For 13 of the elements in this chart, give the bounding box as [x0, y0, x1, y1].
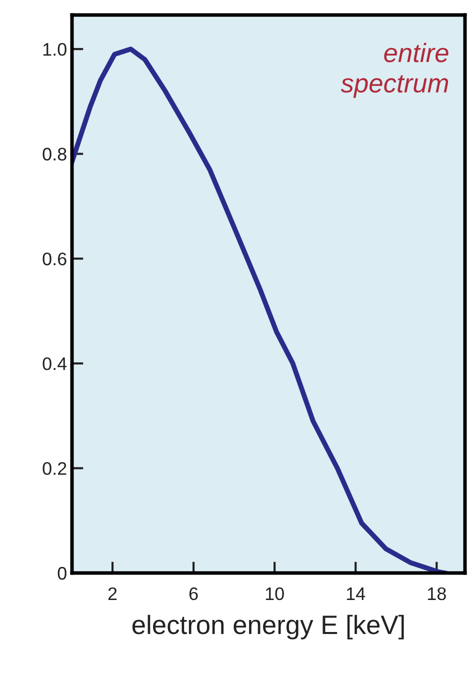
x-tick-label: 6: [189, 587, 198, 600]
x-tick-label: 14: [346, 588, 366, 600]
y-tick-label: 0.4: [42, 357, 67, 370]
x-axis-title: electron energy E [keV]: [132, 614, 404, 640]
y-tick-label: 0.6: [42, 252, 66, 266]
x-tick-label: 18: [428, 587, 446, 600]
y-tick-label: 1.0: [43, 42, 66, 56]
y-tick-label: 0.2: [42, 462, 66, 475]
y-tick-label: 0.8: [42, 148, 66, 161]
x-tick-label: 10: [266, 587, 284, 600]
y-tick-label: 0: [58, 566, 66, 580]
annotation: entire spectrum: [340, 42, 448, 98]
x-tick-label: 2: [108, 587, 117, 600]
